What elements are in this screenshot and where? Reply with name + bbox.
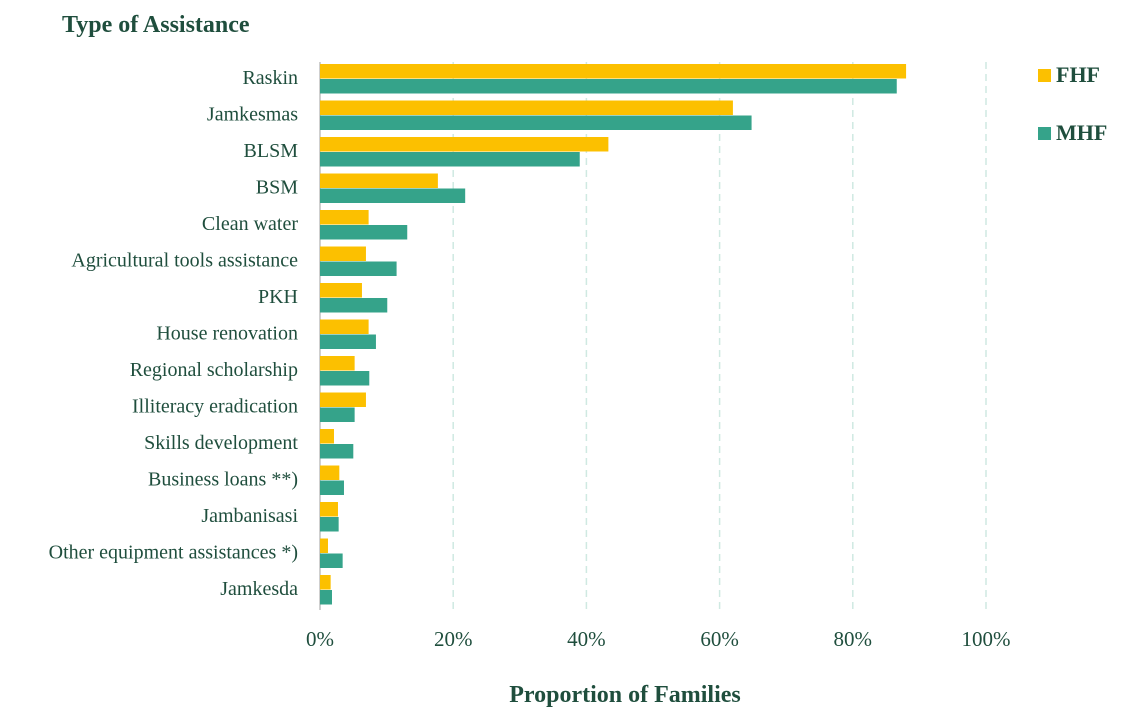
bar-mhf: [320, 407, 355, 422]
category-label: Skills development: [144, 432, 298, 454]
category-label: Jamkesmas: [207, 103, 298, 125]
x-tick-label: 80%: [834, 627, 873, 651]
bar-fhf: [320, 392, 366, 407]
category-label: Regional scholarship: [130, 359, 298, 381]
bar-fhf: [320, 210, 369, 225]
x-tick-label: 40%: [567, 627, 606, 651]
x-tick-label: 60%: [700, 627, 739, 651]
bar-fhf: [320, 173, 438, 188]
bar-mhf: [320, 444, 354, 459]
bar-fhf: [320, 283, 362, 298]
legend-swatch-mhf: [1038, 127, 1051, 140]
x-axis-title: Proportion of Families: [509, 682, 741, 707]
bar-mhf: [320, 553, 343, 568]
x-tick-label: 0%: [306, 627, 334, 651]
category-labels: Raskin Jamkesmas BLSM BSM Clean water Agricul…: [49, 67, 299, 600]
bar-fhf: [320, 465, 340, 480]
x-tick-label: 20%: [434, 627, 473, 651]
bar-mhf: [320, 225, 408, 240]
bar-fhf: [320, 319, 369, 334]
bar-mhf: [320, 371, 370, 386]
category-label: BLSM: [244, 140, 299, 162]
legend-swatch-fhf: [1038, 69, 1051, 82]
category-label: House renovation: [156, 322, 298, 344]
category-label: Business loans **): [148, 468, 298, 490]
bar-mhf: [320, 152, 580, 167]
bar-mhf: [320, 334, 376, 349]
legend-label-fhf: FHF: [1056, 62, 1100, 87]
category-label: Raskin: [242, 67, 298, 89]
bar-mhf: [320, 115, 752, 130]
category-label: Other equipment assistances *): [49, 541, 298, 563]
category-label: Jambanisasi: [201, 505, 298, 527]
chart-title: Type of Assistance: [62, 12, 250, 38]
x-tick-labels: 0% 20% 40% 60% 80% 100%: [306, 627, 1011, 651]
bar-fhf: [320, 137, 609, 152]
category-label: Agricultural tools assistance: [71, 249, 298, 271]
legend-label-mhf: MHF: [1056, 120, 1107, 145]
bar-fhf: [320, 356, 355, 371]
bar-fhf: [320, 246, 366, 261]
bar-mhf: [320, 261, 397, 276]
bar-fhf: [320, 502, 338, 517]
legend: FHF MHF: [1038, 62, 1107, 145]
bar-fhf: [320, 100, 733, 115]
bar-mhf: [320, 298, 388, 313]
bar-fhf: [320, 64, 907, 79]
category-label: Clean water: [202, 213, 298, 235]
category-label: Jamkesda: [220, 578, 298, 600]
bar-mhf: [320, 79, 897, 94]
bar-fhf: [320, 575, 331, 590]
category-label: BSM: [256, 176, 298, 198]
bars: [320, 64, 907, 605]
bar-fhf: [320, 538, 328, 553]
x-tick-label: 100%: [962, 627, 1011, 651]
category-label: Illiteracy eradication: [132, 395, 298, 417]
bar-mhf: [320, 480, 344, 495]
bar-mhf: [320, 517, 339, 532]
category-label: PKH: [258, 286, 298, 308]
bar-fhf: [320, 429, 334, 444]
bar-mhf: [320, 188, 466, 203]
bar-mhf: [320, 590, 332, 605]
